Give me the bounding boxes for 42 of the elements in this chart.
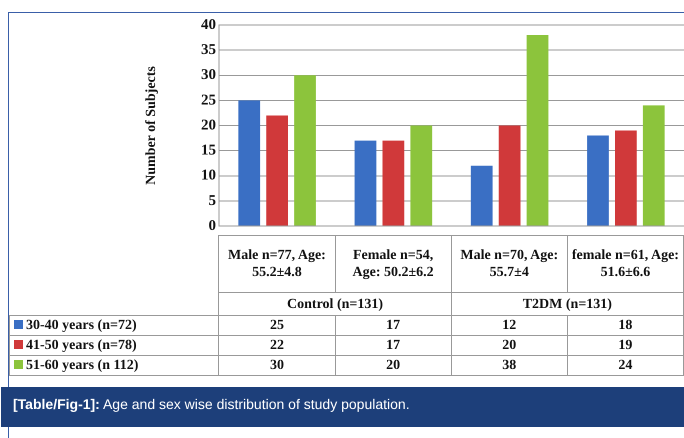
data-label: 22 bbox=[218, 336, 336, 356]
text: Control (n=131) bbox=[218, 292, 452, 316]
bar bbox=[498, 126, 521, 226]
data-label: 19 bbox=[567, 336, 684, 356]
data-label: 20 bbox=[451, 336, 568, 356]
bar bbox=[470, 166, 493, 226]
bar bbox=[294, 75, 316, 226]
y-tick-label: 25 bbox=[201, 92, 216, 108]
data-label: 38 bbox=[451, 356, 568, 376]
data-label: 18 bbox=[567, 316, 684, 336]
bar bbox=[410, 126, 432, 226]
bar bbox=[587, 136, 609, 226]
legend-label: 51-60 years (n 112) bbox=[26, 358, 138, 373]
y-tick-label: 30 bbox=[201, 67, 216, 84]
text: T2DM (n=131) bbox=[451, 292, 684, 316]
legend-label: 41-50 years (n=78) bbox=[26, 338, 137, 353]
x-tick-label: Male n=70, Age: 55.7±4 bbox=[451, 236, 568, 292]
data-label: 20 bbox=[335, 356, 452, 376]
y-tick-label: 5 bbox=[208, 192, 216, 209]
bar bbox=[526, 35, 548, 226]
x-tick-label: Female n=54, Age: 50.2±6.2 bbox=[335, 236, 452, 292]
legend-label: 30-40 years (n=72) bbox=[26, 318, 137, 333]
data-label: 17 bbox=[335, 316, 452, 336]
y-tick-label: 0 bbox=[208, 218, 216, 234]
text: [Table/Fig-1]: Age and sex wise distribution of study population. bbox=[1, 387, 684, 427]
bar bbox=[238, 100, 260, 226]
y-tick-label: 10 bbox=[201, 168, 216, 184]
bar bbox=[614, 130, 637, 226]
data-label: 17 bbox=[335, 336, 452, 356]
bar bbox=[354, 140, 376, 226]
bar bbox=[642, 105, 665, 226]
data-label: 24 bbox=[567, 356, 684, 376]
data-label: 12 bbox=[451, 316, 568, 336]
y-tick-label: 15 bbox=[201, 142, 216, 158]
x-tick-label: Male n=77, Age: 55.2±4.8 bbox=[218, 236, 336, 292]
y-tick-label: 20 bbox=[201, 117, 216, 134]
y-axis-title: Number of Subjects bbox=[144, 66, 160, 185]
y-tick-label: 35 bbox=[201, 42, 216, 58]
bar bbox=[382, 140, 404, 226]
y-tick-label: 40 bbox=[201, 16, 216, 33]
bar bbox=[266, 115, 288, 226]
x-tick-label: female n=61, Age: 51.6±6.6 bbox=[567, 236, 684, 292]
